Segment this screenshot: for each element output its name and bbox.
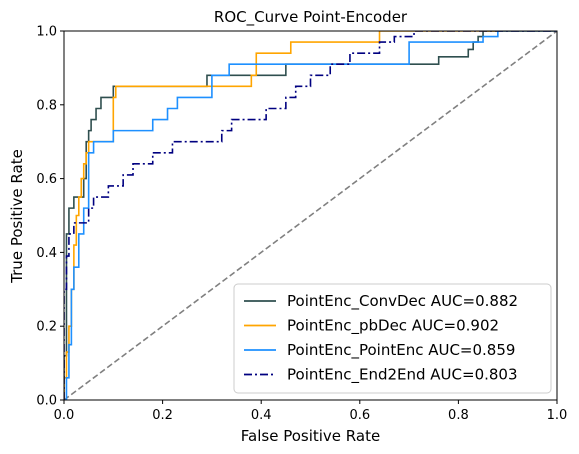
series-line-4 (64, 31, 557, 400)
x-tick-label: 0.4 (251, 408, 272, 423)
x-tick-label: 0.2 (152, 408, 173, 423)
y-tick-label: 0.6 (36, 172, 57, 187)
chart-title: ROC_Curve Point-Encoder (214, 8, 408, 27)
series-line-3 (64, 31, 557, 400)
legend-label-3: PointEnc_PointEnc AUC=0.859 (287, 341, 515, 360)
y-tick-label: 0.4 (36, 246, 57, 261)
legend: PointEnc_ConvDec AUC=0.882 PointEnc_pbDec… (233, 283, 552, 394)
x-axis-label: False Positive Rate (241, 427, 380, 445)
legend-box (233, 283, 552, 394)
y-tick-label: 0.2 (36, 320, 57, 335)
plot-area (64, 31, 557, 400)
legend-label-2: PointEnc_pbDec AUC=0.902 (287, 317, 499, 336)
series-line-1 (64, 31, 557, 400)
plot-frame (63, 30, 558, 401)
y-tick-label: 0.0 (36, 394, 57, 409)
x-tick-label: 0.0 (54, 408, 75, 423)
legend-label-4: PointEnc_End2End AUC=0.803 (287, 366, 518, 385)
axes: 0.0 0.2 0.4 0.6 0.8 1.0 0.0 0.2 0.4 0.6 0.8 1.0 (36, 25, 567, 424)
x-tick-label: 1.0 (547, 408, 568, 423)
x-tick-label: 0.8 (448, 408, 469, 423)
y-tick-label: 1.0 (36, 25, 57, 40)
x-tick-label: 0.6 (349, 408, 370, 423)
y-axis-label: True Positive Rate (8, 149, 26, 284)
legend-label-1: PointEnc_ConvDec AUC=0.882 (287, 292, 518, 311)
y-tick-label: 0.8 (36, 98, 57, 113)
diagonal-reference-line (64, 31, 557, 400)
